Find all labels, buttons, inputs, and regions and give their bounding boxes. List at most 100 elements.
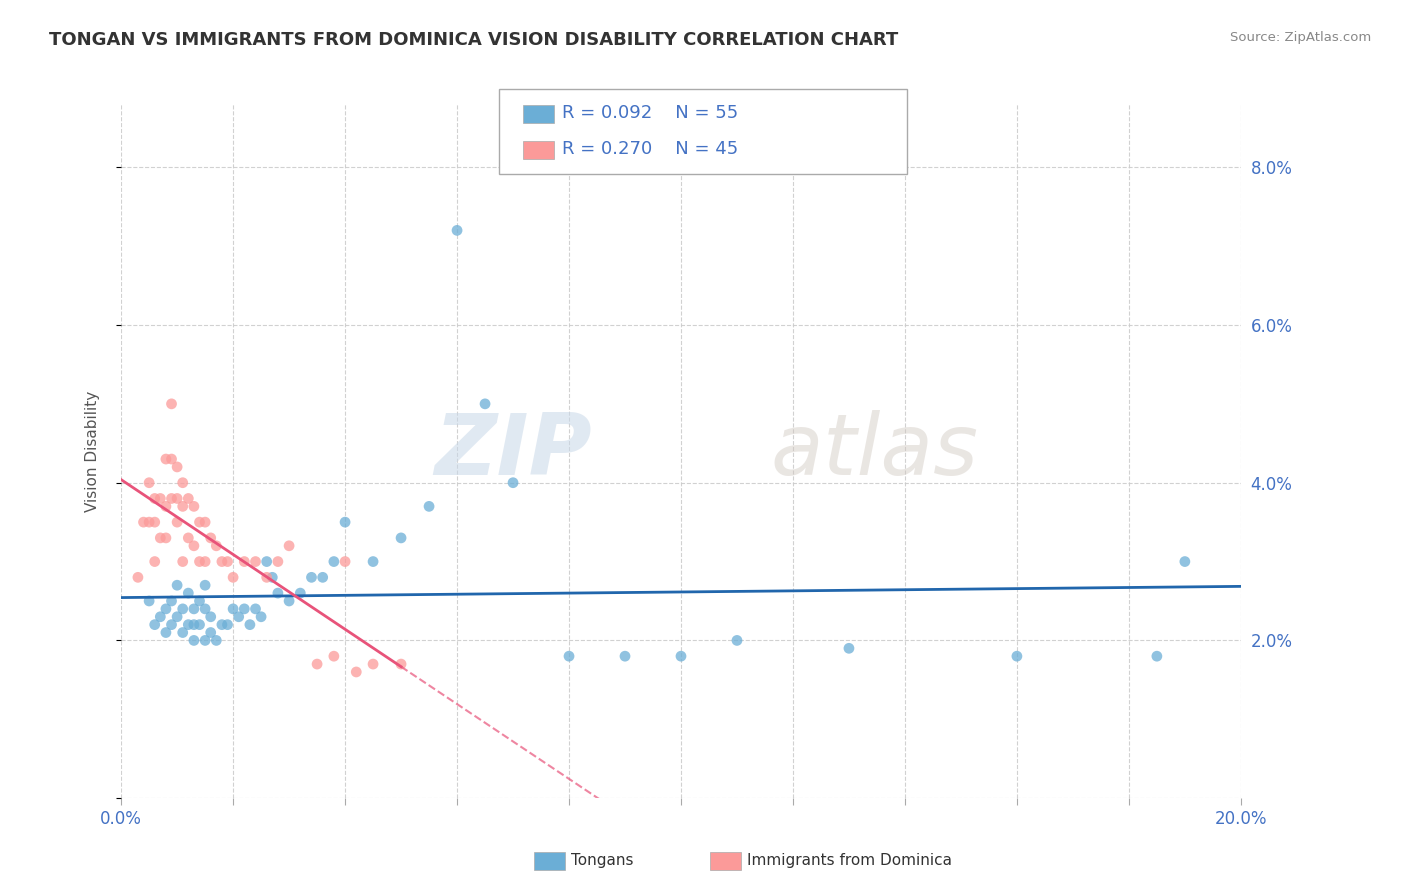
Point	[205, 539, 228, 553]
Point	[256, 555, 278, 569]
Text: Source: ZipAtlas.com: Source: ZipAtlas.com	[1230, 31, 1371, 45]
Point	[333, 515, 356, 529]
Point	[155, 452, 177, 467]
Point	[194, 555, 217, 569]
Point	[143, 555, 166, 569]
Point	[160, 594, 183, 608]
Point	[138, 515, 160, 529]
Point	[177, 617, 200, 632]
Point	[155, 531, 177, 545]
Point	[188, 617, 211, 632]
Point	[322, 649, 344, 664]
Point	[614, 649, 637, 664]
Point	[183, 617, 205, 632]
Point	[177, 586, 200, 600]
Point	[205, 633, 228, 648]
Point	[222, 570, 245, 584]
Point	[166, 609, 188, 624]
Point	[669, 649, 692, 664]
Point	[166, 491, 188, 506]
Point	[262, 570, 284, 584]
Point	[127, 570, 149, 584]
Point	[228, 609, 250, 624]
Point	[233, 555, 256, 569]
Point	[177, 531, 200, 545]
Point	[194, 602, 217, 616]
Point	[322, 555, 344, 569]
Point	[278, 594, 301, 608]
Point	[155, 602, 177, 616]
Point	[183, 539, 205, 553]
Point	[160, 452, 183, 467]
Point	[188, 594, 211, 608]
Point	[233, 602, 256, 616]
Point	[1146, 649, 1168, 664]
Point	[143, 617, 166, 632]
Point	[183, 633, 205, 648]
Point	[149, 609, 172, 624]
Point	[166, 578, 188, 592]
Point	[222, 602, 245, 616]
Text: atlas: atlas	[770, 409, 979, 492]
Point	[725, 633, 748, 648]
Point	[211, 617, 233, 632]
Point	[245, 602, 267, 616]
Point	[138, 475, 160, 490]
Point	[267, 555, 290, 569]
Point	[172, 500, 194, 514]
Point	[333, 555, 356, 569]
Point	[344, 665, 367, 679]
Text: Immigrants from Dominica: Immigrants from Dominica	[747, 854, 952, 868]
Point	[239, 617, 262, 632]
Point	[143, 515, 166, 529]
Point	[160, 397, 183, 411]
Text: ZIP: ZIP	[434, 409, 592, 492]
Point	[183, 602, 205, 616]
Point	[211, 555, 233, 569]
Point	[217, 555, 239, 569]
Point	[132, 515, 155, 529]
Point	[138, 594, 160, 608]
Text: R = 0.092    N = 55: R = 0.092 N = 55	[562, 104, 738, 122]
Point	[290, 586, 312, 600]
Point	[166, 515, 188, 529]
Point	[172, 602, 194, 616]
Point	[361, 657, 384, 671]
Point	[172, 625, 194, 640]
Point	[307, 657, 329, 671]
Point	[194, 515, 217, 529]
Point	[183, 500, 205, 514]
Point	[217, 617, 239, 632]
Point	[188, 515, 211, 529]
Point	[194, 578, 217, 592]
Point	[474, 397, 496, 411]
Point	[250, 609, 273, 624]
Point	[446, 223, 468, 237]
Point	[838, 641, 860, 656]
Point	[200, 531, 222, 545]
Point	[389, 531, 412, 545]
Point	[172, 475, 194, 490]
Point	[389, 657, 412, 671]
Point	[301, 570, 323, 584]
Point	[143, 491, 166, 506]
Y-axis label: Vision Disability: Vision Disability	[86, 391, 100, 512]
Point	[267, 586, 290, 600]
Point	[149, 531, 172, 545]
Point	[160, 491, 183, 506]
Point	[155, 500, 177, 514]
Point	[172, 555, 194, 569]
Point	[418, 500, 440, 514]
Point	[194, 633, 217, 648]
Point	[1005, 649, 1028, 664]
Text: TONGAN VS IMMIGRANTS FROM DOMINICA VISION DISABILITY CORRELATION CHART: TONGAN VS IMMIGRANTS FROM DOMINICA VISIO…	[49, 31, 898, 49]
Point	[312, 570, 335, 584]
Point	[245, 555, 267, 569]
Point	[155, 625, 177, 640]
Point	[200, 625, 222, 640]
Text: Tongans: Tongans	[571, 854, 633, 868]
Point	[1174, 555, 1197, 569]
Point	[188, 555, 211, 569]
Point	[160, 617, 183, 632]
Point	[502, 475, 524, 490]
